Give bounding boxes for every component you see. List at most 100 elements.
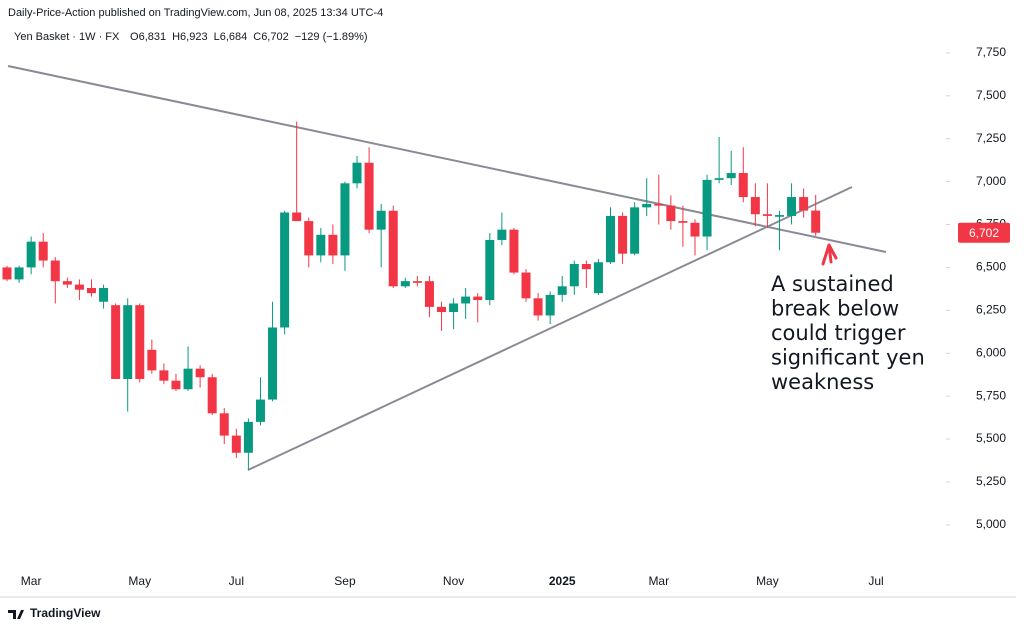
- candle-body: [340, 183, 350, 256]
- candle-body: [738, 173, 748, 198]
- candle-body: [630, 207, 640, 254]
- annotation-line: break below: [771, 297, 899, 321]
- candle-body: [26, 241, 36, 268]
- candle-body: [714, 178, 724, 180]
- candle-body: [14, 267, 24, 280]
- candle-body: [207, 377, 217, 414]
- candle-body: [726, 173, 736, 179]
- candle-body: [569, 263, 579, 287]
- candle-body: [545, 294, 555, 316]
- candle-body: [123, 305, 133, 379]
- y-tick-label: 7,250: [976, 131, 1006, 145]
- ohlc-value: −129 (−1.89%): [295, 31, 368, 43]
- candle-body: [750, 197, 760, 215]
- candle-body: [135, 305, 145, 379]
- last-price-label: 6,702: [969, 226, 999, 240]
- candle-body: [195, 368, 205, 378]
- candle-body: [774, 215, 784, 217]
- candle-body: [521, 272, 531, 299]
- x-tick-label: May: [128, 574, 151, 588]
- candle-body: [280, 212, 290, 328]
- candle-body: [50, 260, 60, 282]
- candle-body: [702, 179, 712, 237]
- candle-body: [509, 229, 519, 273]
- candle-body: [424, 281, 434, 307]
- candle-body: [762, 214, 772, 216]
- candle-body: [352, 162, 362, 184]
- candle-body: [654, 203, 664, 206]
- candle-body: [255, 399, 265, 422]
- last-price-box: [958, 222, 1010, 243]
- x-tick-label: Jul: [229, 574, 244, 588]
- y-tick-label: 5,000: [976, 517, 1006, 531]
- logo: [8, 610, 24, 619]
- x-tick-label: Sep: [334, 574, 356, 588]
- ohlc-value: H6,923: [172, 31, 207, 43]
- x-tick-label: Jul: [868, 574, 883, 588]
- ohlc-header: O6,831 H6,923 L6,684 C6,702 −129 (−1.89%): [130, 31, 368, 43]
- x-tick-label: Nov: [443, 574, 464, 588]
- x-tick-label: 2025: [549, 574, 576, 588]
- candle-body: [799, 197, 809, 211]
- footer-brand: TradingView: [30, 606, 101, 620]
- candle-body: [593, 262, 603, 294]
- candle-body: [99, 288, 109, 302]
- candle-body: [2, 267, 12, 280]
- candle-body: [449, 303, 459, 313]
- ohlc-value: C6,702: [253, 31, 288, 43]
- candle-body: [171, 380, 181, 390]
- candle-body: [437, 306, 447, 313]
- annotation-line: A sustained: [771, 272, 894, 296]
- y-tick-label: 5,500: [976, 431, 1006, 445]
- y-tick-label: 6,500: [976, 260, 1006, 274]
- y-tick-label: 7,750: [976, 45, 1006, 59]
- candle-body: [219, 413, 229, 436]
- y-tick-label: 6,000: [976, 345, 1006, 359]
- candle-body: [111, 305, 121, 379]
- candle-body: [642, 203, 652, 208]
- candle-body: [473, 296, 483, 301]
- candle-body: [606, 215, 615, 263]
- candle-body: [147, 349, 157, 371]
- candle-body: [268, 327, 278, 400]
- attribution: Daily-Price-Action published on TradingV…: [8, 7, 383, 19]
- y-tick-label: 6,250: [976, 302, 1006, 316]
- symbol: Yen Basket · 1W · FX: [14, 31, 120, 43]
- candle-body: [62, 281, 72, 285]
- y-tick-label: 7,500: [976, 88, 1006, 102]
- candle-body: [581, 263, 591, 270]
- candle-body: [666, 205, 676, 222]
- candle-body: [38, 241, 48, 261]
- candle-body: [557, 286, 567, 295]
- candle-body: [787, 197, 797, 216]
- candle-body: [400, 281, 410, 287]
- candle-body: [159, 370, 169, 381]
- y-tick-label: 5,750: [976, 388, 1006, 402]
- candle-body: [376, 210, 386, 230]
- candle-body: [183, 368, 193, 390]
- candle-body: [678, 221, 688, 223]
- annotation-line: significant yen: [771, 346, 925, 370]
- annotation-arrow: [821, 243, 838, 266]
- candle-body: [811, 210, 821, 233]
- candle-body: [497, 229, 507, 240]
- candle-body: [231, 435, 241, 453]
- x-tick-label: Mar: [648, 574, 669, 588]
- candle-body: [461, 296, 471, 304]
- trendline-upper: [7, 65, 887, 253]
- candle-body: [485, 239, 495, 301]
- annotation-line: weakness: [771, 370, 874, 394]
- candle-body: [533, 298, 543, 316]
- candle-body: [328, 234, 338, 256]
- annotation-line: could trigger: [771, 321, 906, 345]
- trendline-lower: [247, 186, 853, 471]
- ohlc-value: L6,684: [214, 31, 248, 43]
- x-tick-label: Mar: [21, 574, 42, 588]
- candle-body: [412, 281, 422, 283]
- candle-body: [364, 162, 374, 230]
- ohlc-value: O6,831: [130, 31, 166, 43]
- candle-body: [690, 222, 700, 237]
- candle-body: [86, 288, 96, 294]
